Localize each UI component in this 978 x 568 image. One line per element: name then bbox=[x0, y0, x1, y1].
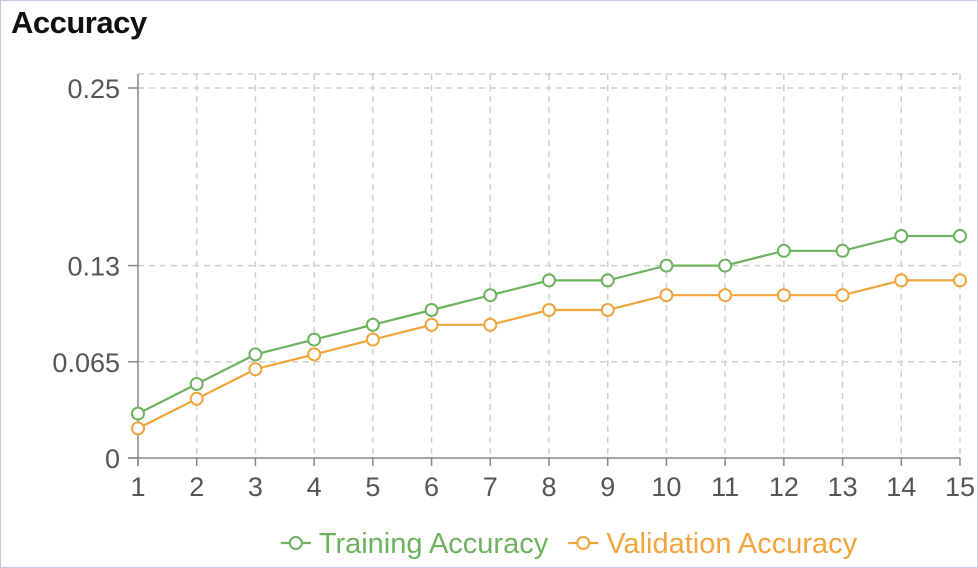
x-tick-label: 10 bbox=[651, 472, 681, 502]
validation-accuracy-point bbox=[600, 303, 615, 317]
x-tick-label: 6 bbox=[424, 472, 439, 502]
x-tick-label: 5 bbox=[365, 472, 380, 502]
series-layer bbox=[131, 229, 967, 436]
x-tick-label: 9 bbox=[600, 472, 615, 502]
validation-accuracy-point bbox=[835, 288, 850, 303]
training-accuracy-point bbox=[659, 258, 674, 273]
validation-accuracy-point bbox=[307, 347, 322, 362]
validation-accuracy-point bbox=[131, 421, 145, 436]
training-accuracy-point bbox=[894, 229, 909, 243]
training-accuracy-point bbox=[600, 273, 615, 288]
legend-label: Validation Accuracy bbox=[606, 528, 857, 560]
x-tick-label: 1 bbox=[130, 472, 145, 502]
training-accuracy-point bbox=[131, 406, 145, 421]
x-tick-label: 4 bbox=[307, 472, 322, 502]
x-tick-label: 7 bbox=[483, 472, 498, 502]
training-accuracy-point bbox=[189, 377, 204, 391]
validation-accuracy-point bbox=[424, 317, 439, 332]
chart-title: Accuracy bbox=[11, 5, 147, 40]
training-accuracy-point bbox=[718, 258, 733, 273]
x-tick-label: 3 bbox=[248, 472, 263, 502]
validation-accuracy-point bbox=[776, 288, 791, 303]
x-tick-label: 11 bbox=[711, 472, 739, 502]
x-tick-label: 14 bbox=[886, 472, 916, 502]
y-tick-label: 0 bbox=[105, 444, 120, 474]
training-accuracy-point bbox=[542, 273, 556, 288]
training-accuracy-point bbox=[776, 243, 791, 258]
grid bbox=[138, 73, 961, 458]
y-tick-labels: 0 0.065 0.13 0.25 bbox=[52, 74, 120, 474]
legend-label: Training Accuracy bbox=[319, 528, 549, 560]
x-tick-label: 8 bbox=[541, 472, 556, 502]
axes bbox=[128, 74, 961, 466]
training-accuracy-point bbox=[835, 243, 850, 258]
legend-item-training-accuracy[interactable]: Training Accuracy bbox=[280, 528, 549, 560]
validation-accuracy-point bbox=[365, 332, 380, 347]
legend-marker-point bbox=[288, 536, 303, 550]
training-accuracy-point bbox=[953, 229, 967, 243]
validation-accuracy-point bbox=[189, 391, 204, 406]
x-tick-label: 2 bbox=[189, 472, 204, 502]
training-accuracy-point bbox=[424, 303, 439, 317]
legend[interactable]: Training Accuracy Validation Accuracy bbox=[280, 528, 858, 560]
validation-accuracy-point bbox=[894, 273, 909, 288]
training-accuracy-point bbox=[365, 317, 380, 332]
validation-accuracy-point bbox=[718, 288, 733, 303]
y-tick-label: 0.065 bbox=[52, 348, 120, 378]
x-tick-label: 15 bbox=[945, 472, 975, 502]
validation-accuracy-point bbox=[953, 273, 967, 288]
validation-accuracy-point bbox=[659, 288, 674, 303]
legend-item-validation-accuracy[interactable]: Validation Accuracy bbox=[568, 528, 858, 560]
validation-accuracy-point bbox=[248, 362, 263, 377]
x-tick-label: 13 bbox=[828, 472, 858, 502]
training-accuracy-point bbox=[307, 332, 322, 347]
y-tick-label: 0.13 bbox=[67, 252, 120, 282]
training-accuracy-point bbox=[483, 288, 498, 303]
training-accuracy-point bbox=[248, 347, 263, 362]
validation-accuracy-point bbox=[542, 303, 556, 317]
x-tick-labels: 1 2 3 4 5 6 7 8 9 10 11 12 13 14 15 bbox=[130, 472, 975, 502]
validation-accuracy-point bbox=[483, 317, 498, 332]
legend-marker-point bbox=[576, 536, 591, 550]
y-tick-label: 0.25 bbox=[67, 74, 120, 104]
x-tick-label: 12 bbox=[769, 472, 799, 502]
